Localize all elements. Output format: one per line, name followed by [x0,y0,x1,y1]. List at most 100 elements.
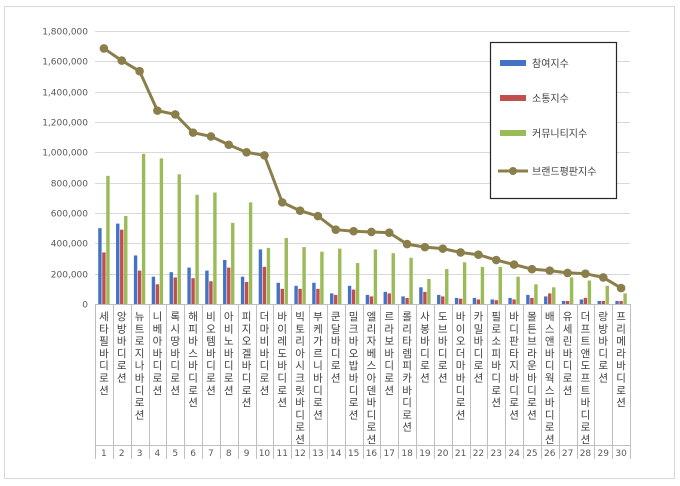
bar [106,175,110,304]
bar [405,297,409,304]
legend-label: 참여지수 [532,58,569,70]
category-number: 7 [208,449,214,459]
category-number: 21 [455,449,466,459]
bar [387,293,391,304]
line-point [331,225,341,234]
line-point [456,248,465,257]
category-number: 10 [259,449,271,459]
line-point [135,66,144,76]
bar [258,249,263,304]
category-number: 3 [137,449,143,459]
bar [569,277,574,304]
line-point [206,132,216,141]
category-number: 25 [526,449,537,459]
line-series [99,44,626,293]
line-point [367,227,376,237]
bar [423,291,427,304]
y-tick-label: 1,600,000 [42,58,88,68]
bar [133,255,138,304]
category-number: 19 [419,449,431,459]
bar [298,288,302,304]
category-number: 1 [101,449,107,459]
bar [316,288,320,304]
bar [530,297,534,304]
line-point [117,56,127,65]
line-point [545,266,555,275]
category-number: 22 [473,449,484,459]
bar [365,294,370,304]
category-number: 20 [437,449,449,459]
line-point [242,148,251,157]
category-number: 17 [384,449,395,459]
y-tick-label: 1,000,000 [42,149,88,159]
category-number: 2 [119,449,125,459]
bar [141,153,146,304]
bar [302,247,306,304]
bar [231,222,235,304]
bar [619,300,623,304]
legend-swatch-marker [509,167,517,175]
line-point [188,128,198,137]
bar [169,272,173,304]
line-point [509,260,519,269]
bar [623,293,627,304]
bar [155,284,160,304]
bar [597,300,601,304]
line-point [438,244,448,253]
bar [401,296,405,304]
category-number: 16 [366,449,378,459]
bar [512,299,516,304]
bar [173,277,177,304]
bar [454,297,459,304]
bar [409,257,413,304]
legend-label: 브랜드평판지수 [532,166,596,178]
y-axis-ticks: 0 200,000 400,000 600,000 800,000 1,000,000 1,… [42,28,88,311]
bar [280,288,284,304]
bar [276,282,280,304]
bar [191,278,195,304]
bar [98,228,102,304]
bar [516,276,520,304]
line-point [491,255,501,265]
legend-swatch [500,60,526,66]
bar [441,296,445,304]
bar [544,296,548,304]
category-number: 29 [598,449,610,459]
bar [427,278,431,304]
category-number: 12 [294,449,305,459]
bar [601,300,605,304]
category-number: 15 [348,449,359,459]
bar [445,269,449,304]
category-number: 27 [562,449,573,459]
bar [102,252,106,304]
bar [419,287,423,304]
bar [391,253,395,304]
category-number: 18 [401,449,413,459]
y-tick-label: 800,000 [51,180,88,190]
category-number: 14 [330,449,342,459]
bar [320,251,324,304]
bar [561,300,566,304]
bar [552,287,556,304]
line-point [527,264,537,274]
bar [177,174,181,304]
bar [498,266,502,304]
line-point [402,239,412,249]
bar [312,282,316,304]
x-axis: 1 세 타 필 바 디 로 션 2 앙 방 바 디 로 션 3 뉴 트 로 지 나 바 디 로 션 4 니 베 아 바 디 로 션 5 록 시 땅 바 디 로… [95,304,631,459]
bar [266,247,271,304]
y-tick-label: 1,200,000 [42,119,88,129]
